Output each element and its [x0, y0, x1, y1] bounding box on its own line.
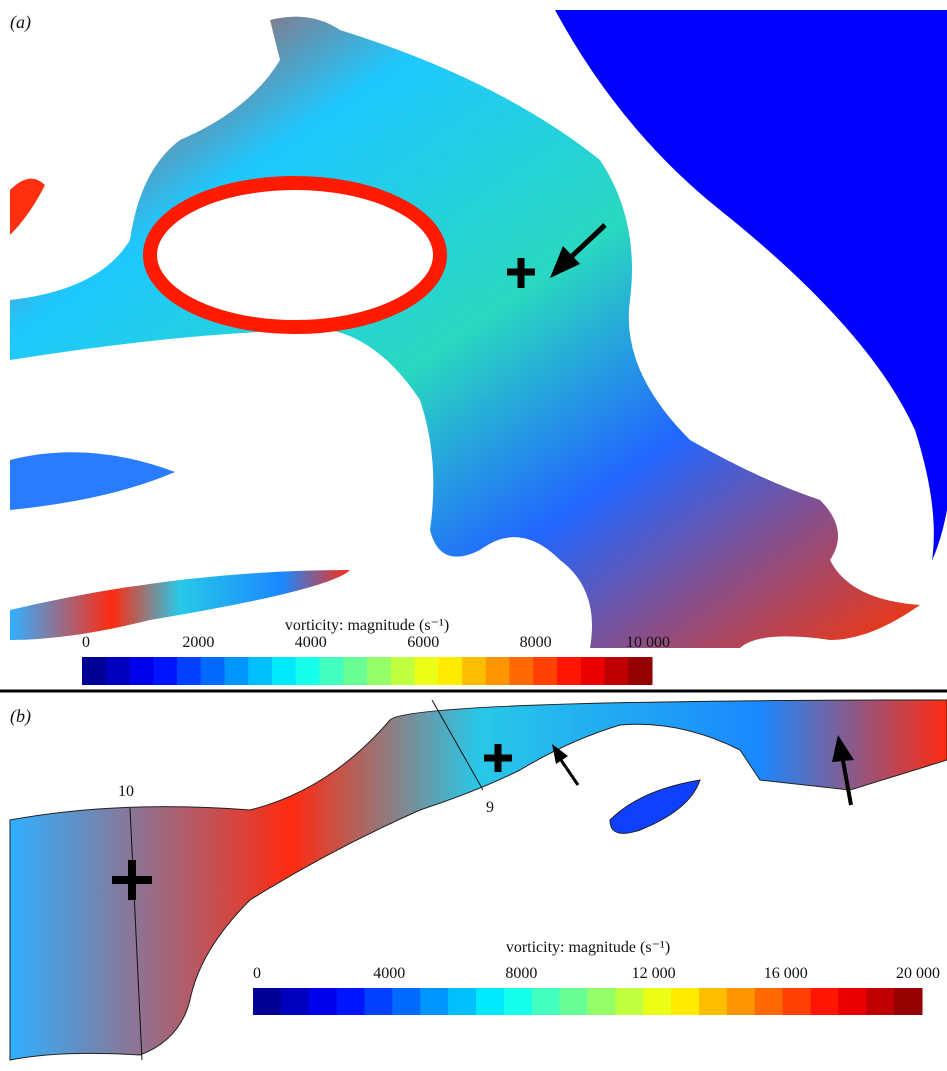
- section-label: 9: [486, 799, 494, 816]
- colorbar-segment: [462, 657, 487, 685]
- blob: [10, 178, 45, 235]
- colorbar-segment: [587, 988, 616, 1015]
- colorbar-tick-label: 4000: [295, 634, 327, 651]
- arrow: [559, 759, 580, 786]
- colorbar-segment: [392, 988, 421, 1015]
- colorbar-segment: [295, 657, 320, 685]
- colorbar-segment: [485, 657, 510, 685]
- blob: [609, 779, 701, 834]
- colorbar-segment: [782, 988, 811, 1015]
- colorbar-segment: [336, 988, 365, 1015]
- colorbar-segment: [509, 657, 534, 685]
- colorbar-segment: [615, 988, 644, 1015]
- colorbar-segment: [503, 988, 533, 1015]
- colorbar-segment: [82, 657, 107, 685]
- colorbar-segment: [838, 988, 867, 1015]
- colorbar-segment: [699, 988, 728, 1015]
- colorbar-segment: [628, 657, 653, 685]
- colorbar-segment: [580, 657, 605, 685]
- section-label: 10: [118, 783, 134, 800]
- section-line: [129, 807, 143, 1061]
- region-white: [555, 10, 934, 613]
- colorbar-segment: [414, 657, 439, 685]
- panel-label: (a): [10, 12, 31, 33]
- colorbar-tick-label: 0: [253, 965, 261, 982]
- colorbar-segment: [866, 988, 895, 1015]
- colorbar-segment: [476, 988, 505, 1015]
- colorbar-tick-label: 2000: [182, 634, 214, 651]
- section-line: [431, 699, 484, 791]
- colorbar-segment: [671, 988, 700, 1015]
- vorticity-field: [9, 699, 947, 1061]
- colorbar-tick-label: 6000: [407, 634, 439, 651]
- colorbar-segment: [643, 988, 672, 1015]
- colorbar-segment: [438, 657, 463, 685]
- colorbar-tick-label: 8000: [520, 634, 552, 651]
- arrow: [568, 223, 607, 260]
- blob: [10, 570, 350, 640]
- colorbar-segment: [177, 657, 202, 685]
- colorbar-segment: [420, 988, 449, 1015]
- colorbar-segment: [248, 657, 273, 685]
- colorbar-segment: [308, 988, 338, 1015]
- colorbar-segment: [448, 988, 477, 1015]
- colorbar-segment: [153, 657, 178, 685]
- colorbar-segment: [531, 988, 561, 1015]
- colorbar-title: vorticity: magnitude (s⁻¹): [506, 939, 670, 956]
- colorbar-title: vorticity: magnitude (s⁻¹): [285, 617, 449, 634]
- colorbar-segment: [533, 657, 558, 685]
- colorbar-segment: [200, 657, 225, 685]
- blob: [10, 452, 175, 510]
- colorbar-tick-label: 16 000: [764, 965, 808, 982]
- arrow: [840, 754, 853, 806]
- colorbar-segment: [559, 988, 588, 1015]
- colorbar-segment: [280, 988, 310, 1015]
- cross: [112, 860, 152, 900]
- colorbar-segment: [129, 657, 154, 685]
- colorbar-tick-label: 4000: [373, 965, 405, 982]
- colorbar-segment: [726, 988, 756, 1015]
- colorbar-segment: [894, 988, 923, 1015]
- colorbar-tick-label: 12 000: [632, 965, 676, 982]
- colorbar-segment: [604, 657, 629, 685]
- colorbar-segment: [810, 988, 839, 1015]
- colorbar-tick-label: 20 000: [896, 965, 940, 982]
- colorbar-tick-label: 8000: [505, 965, 537, 982]
- arrowhead: [550, 246, 580, 278]
- colorbar-segment: [557, 657, 582, 685]
- colorbar-segment: [390, 657, 415, 685]
- colorbar-tick-label: 10 000: [626, 634, 670, 651]
- colorbar-segment: [105, 657, 130, 685]
- panel-label: (b): [10, 706, 31, 727]
- colorbar-segment: [367, 657, 392, 685]
- colorbar-segment: [364, 988, 393, 1015]
- colorbar-segment: [272, 657, 297, 685]
- colorbar-segment: [224, 657, 249, 685]
- colorbar-segment: [253, 988, 282, 1015]
- vorticity-field: [10, 16, 920, 648]
- colorbar-segment: [343, 657, 368, 685]
- arrowhead: [552, 744, 568, 764]
- void: [143, 176, 447, 334]
- arrowhead: [832, 735, 854, 762]
- cross: [507, 258, 535, 288]
- colorbar-tick-label: 0: [82, 634, 90, 651]
- colorbar-segment: [754, 988, 784, 1015]
- colorbar-segment: [319, 657, 344, 685]
- cross: [484, 744, 512, 772]
